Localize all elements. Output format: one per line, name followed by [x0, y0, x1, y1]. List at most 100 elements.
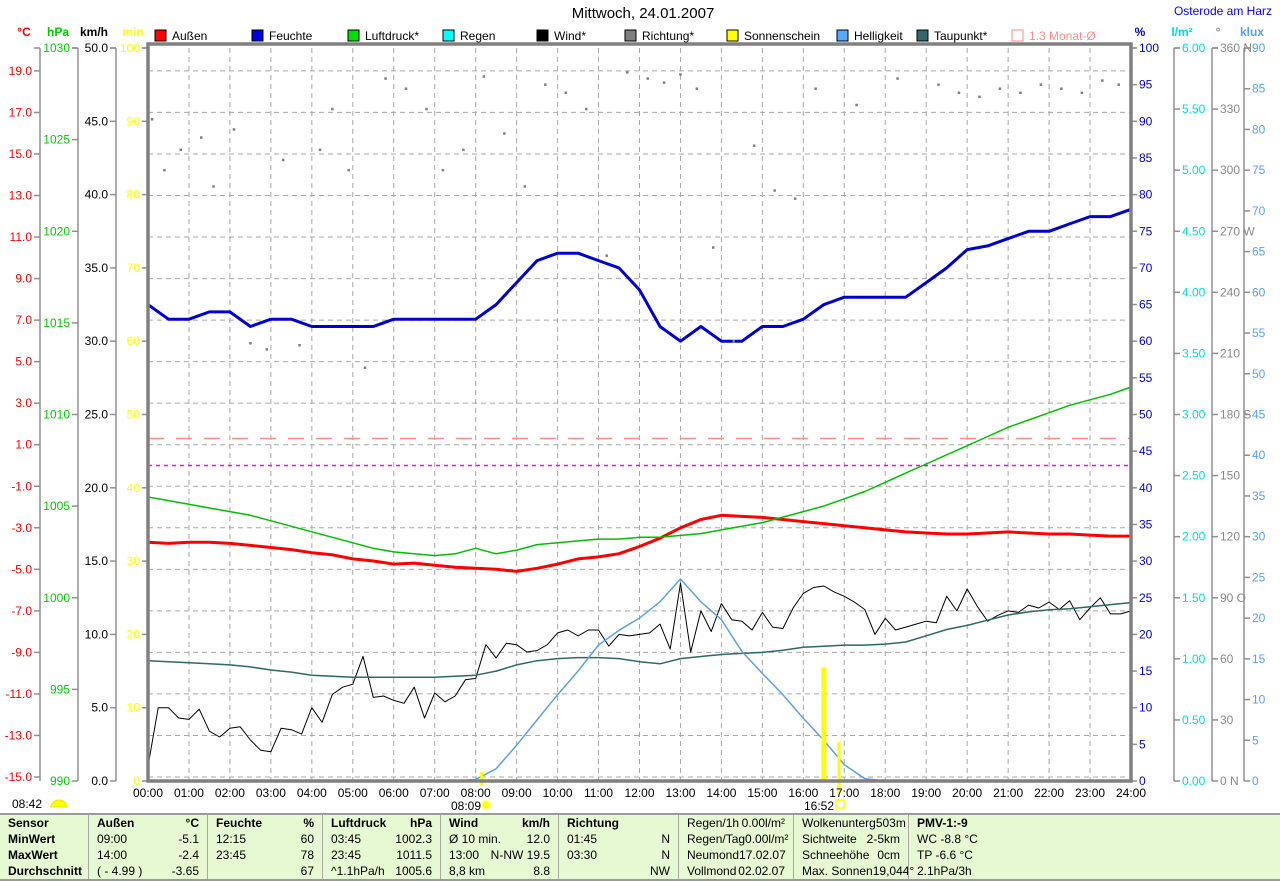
cell-value: 02.02.07 — [738, 864, 785, 878]
tick-label: 11.0 — [10, 230, 33, 244]
cell-label: Wolkenunterg — [802, 816, 876, 830]
cell-label: TP -6.6 °C — [917, 848, 973, 862]
x-tick-label: 21:00 — [993, 786, 1023, 800]
data-series — [147, 71, 1132, 794]
cell-label: Feuchte — [216, 816, 263, 830]
richtung-dot — [711, 246, 715, 249]
table-column: Außen °C 09:00 -5.1 14:00 -2.4 ( - 4.99 ) -3.65 — [88, 815, 207, 879]
cell-value: 2-5km — [866, 832, 900, 846]
tick-label: 5.0 — [91, 701, 108, 715]
cell-label: Regen/1h — [687, 816, 740, 830]
richtung-dot — [585, 107, 588, 111]
richtung-dot — [998, 87, 1002, 90]
table-row: ^1.1hPa/h 1005.6 — [323, 863, 440, 879]
table-row: 09:00 -5.1 — [89, 831, 207, 847]
tick-label: 20 — [1139, 627, 1153, 641]
sunrise-sun-icon — [480, 799, 492, 811]
tick-label: 995 — [50, 682, 70, 696]
legend-item: Regen — [442, 29, 495, 43]
x-tick-label: 12:00 — [624, 786, 654, 800]
tick-label: 5 — [1252, 733, 1259, 747]
table-row: Sensor — [0, 815, 88, 831]
axis-unit-klux: klux — [1240, 25, 1264, 39]
axes: °C 19.0 17.0 15.0 13.0 11.0 9.0 7.0 5.0 3.0 1.0 -1.… — [5, 25, 1266, 788]
tick-label: -11.0 — [6, 687, 33, 701]
tick-label: 40 — [1139, 481, 1153, 495]
table-row: TP -6.6 °C — [909, 847, 1280, 863]
legend-label: Helligkeit — [854, 29, 903, 43]
richtung-dot — [732, 339, 735, 343]
taupunkt-line — [147, 601, 1132, 679]
cell-label: Wind — [449, 816, 479, 830]
x-tick-label: 04:00 — [297, 786, 327, 800]
daylight-left-time: 08:42 — [12, 797, 42, 811]
cell-label: 8,8 km — [449, 864, 486, 878]
richtung-dot — [212, 185, 215, 188]
tick-label: 19.0 — [9, 64, 33, 78]
cell-label: 12:15 — [216, 832, 247, 846]
tick-label: 990 — [50, 774, 70, 788]
richtung-dot — [232, 128, 236, 131]
richtung-dot — [441, 168, 445, 172]
cell-value: -5.1 — [178, 832, 199, 846]
legend-item: Richtung* — [624, 29, 694, 43]
table-column: Feuchte% 12:15 60 23:45 78 67 — [207, 815, 322, 879]
table-row: WC -8.8 °C — [909, 831, 1280, 847]
richtung-dot — [773, 189, 776, 192]
tick-label: 150 — [1220, 469, 1240, 483]
tick-label: 1.0 — [15, 438, 32, 452]
table-row: Vollmond 02.02.07 — [679, 863, 793, 879]
cell-label: 13:00 — [449, 848, 480, 862]
table-row: 23:45 1011.5 — [323, 847, 440, 863]
tick-label: 0 — [133, 774, 140, 788]
x-tick-label: 18:00 — [870, 786, 900, 800]
table-row: Sichtweite 2-5km — [794, 831, 908, 847]
tick-label: 90 — [1252, 41, 1266, 55]
tick-label: 15.0 — [85, 554, 109, 568]
richtung-dot — [679, 73, 682, 76]
x-tick-label: 20:00 — [952, 786, 982, 800]
tick-label: 10 — [127, 701, 141, 715]
legend-label: Wind* — [554, 29, 586, 43]
sunrise-time: 08:09 — [451, 799, 481, 813]
tick-label: 300 — [1220, 163, 1240, 177]
richtung-dot — [896, 77, 899, 80]
legend-label: 1.3 Monat-Ø — [1029, 29, 1096, 43]
sunset-marker — [837, 742, 841, 794]
cell-label: Ø 10 min. — [449, 832, 502, 846]
tick-label: 15.0 — [9, 147, 33, 161]
cell-value: NW — [650, 864, 670, 878]
richtung-dot — [978, 95, 981, 99]
cell-value: 0.00l/m² — [741, 816, 785, 830]
sunset-time: 16:52 — [804, 799, 834, 813]
tick-label: 120 — [1220, 530, 1240, 544]
richtung-dot — [199, 136, 203, 139]
richtung-dot — [957, 91, 961, 95]
tick-label: 45.0 — [85, 114, 109, 128]
tick-label: 20.0 — [85, 481, 109, 495]
cell-value: N-NW 19.5 — [490, 848, 550, 862]
table-row: Luftdruck hPa — [323, 815, 440, 831]
sensor-stats-table: Sensor MinWert MaxWert Durchschnitt Außen °C 0… — [0, 813, 1280, 881]
legend-label: Feuchte — [269, 29, 313, 43]
cell-label: Sichtweite — [802, 832, 857, 846]
richtung-dot — [298, 344, 301, 347]
cell-value: % — [303, 816, 314, 830]
legend-item: Wind* — [536, 29, 586, 43]
axis-unit-%: % — [1135, 25, 1146, 39]
cell-label: Regen/Tag — [687, 832, 746, 846]
richtung-dot — [163, 168, 166, 172]
x-tick-label: 08:00 — [461, 786, 491, 800]
richtung-dot — [363, 366, 367, 369]
table-row: MinWert — [0, 831, 88, 847]
x-tick-label: 14:00 — [706, 786, 736, 800]
cell-value: N — [661, 848, 670, 862]
tick-label: 0 — [1139, 774, 1146, 788]
tick-label: 3.50 — [1182, 346, 1206, 360]
x-tick-label: 00:00 — [133, 786, 163, 800]
tick-label: 60 — [127, 334, 141, 348]
tick-label: 65 — [1252, 245, 1266, 259]
x-tick-label: 16:00 — [788, 786, 818, 800]
table-row: Wind km/h — [441, 815, 558, 831]
chart-grid — [148, 48, 1131, 781]
